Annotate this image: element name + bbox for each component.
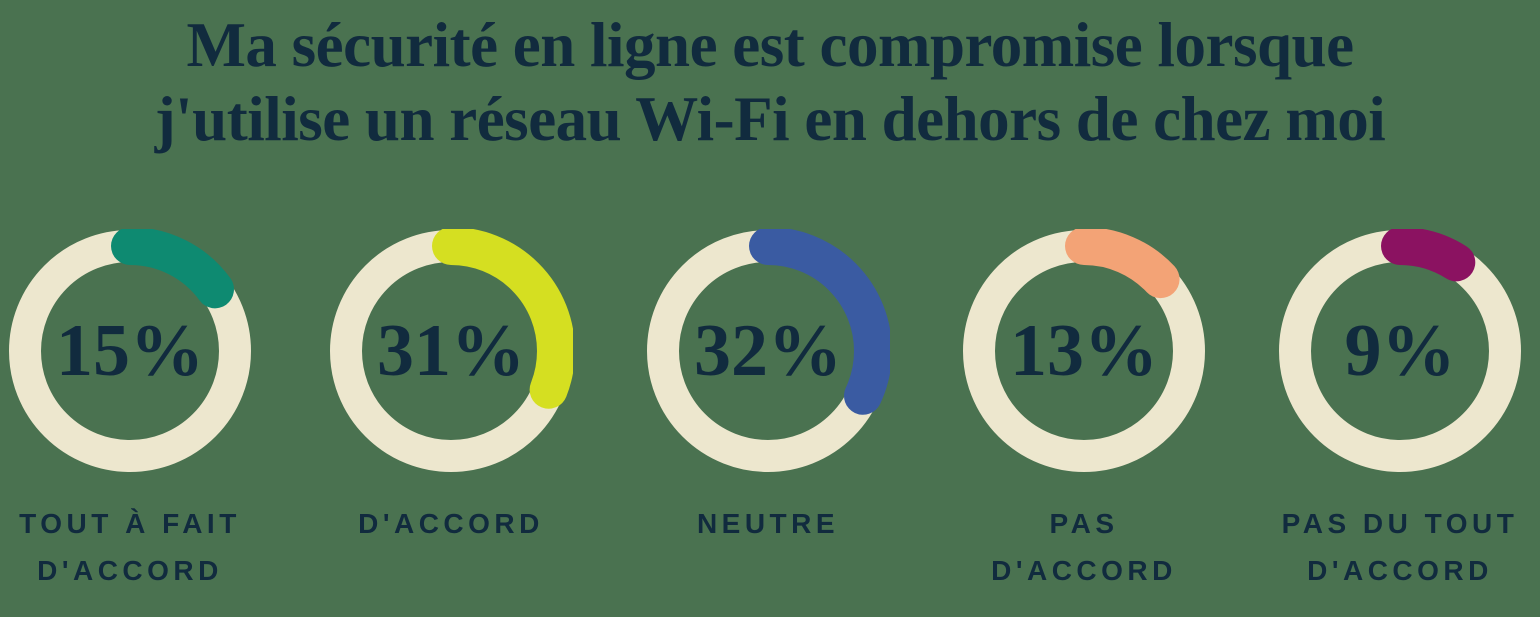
donut-gauge-icon [329,229,573,473]
chart-title: Ma sécurité en ligne est compromise lors… [0,8,1540,156]
donut-arc [1278,229,1522,473]
chart-title-line-2: j'utilise un réseau Wi-Fi en dehors de c… [154,84,1386,154]
gauge-label: NEUTRE [618,500,918,547]
donut-chart: 31% [329,229,573,473]
gauge-label-line-1: PAS [1049,508,1119,539]
gauge-value: 31% [377,309,525,392]
gauge-value: 15% [56,309,204,392]
gauge-label-line-1: TOUT À FAIT [19,508,241,539]
gauge-label-line-2: D'ACCORD [37,555,223,586]
gauge-label: D'ACCORD [301,500,601,547]
donut-gauge-icon [962,229,1206,473]
donut-chart: 32% [646,229,890,473]
donut-gauge-icon [8,229,252,473]
gauge-label: PAS DU TOUT D'ACCORD [1250,500,1540,594]
gauge-label: PAS D'ACCORD [934,500,1234,594]
donut-arc [329,229,573,473]
gauge-label-line-1: D'ACCORD [358,508,544,539]
gauge-value: 32% [694,309,842,392]
gauge-neutre: 32% NEUTRE [618,229,918,547]
gauge-label-line-2: D'ACCORD [991,555,1177,586]
donut-chart: 13% [962,229,1206,473]
donut-arc [646,229,890,473]
donut-gauge-icon [646,229,890,473]
gauge-value: 13% [1010,309,1158,392]
donut-arc [8,229,252,473]
gauge-d-accord: 31% D'ACCORD [301,229,601,547]
donut-arc [962,229,1206,473]
gauge-tout-a-fait-d-accord: 15% TOUT À FAIT D'ACCORD [0,229,280,594]
gauge-pas-d-accord: 13% PAS D'ACCORD [934,229,1234,594]
donut-gauge-icon [1278,229,1522,473]
chart-title-line-1: Ma sécurité en ligne est compromise lors… [186,10,1354,80]
gauge-value: 9% [1344,309,1456,392]
gauge-label-line-1: PAS DU TOUT [1281,508,1519,539]
gauge-label: TOUT À FAIT D'ACCORD [0,500,280,594]
donut-chart: 9% [1278,229,1522,473]
gauge-label-line-1: NEUTRE [696,508,840,539]
gauge-pas-du-tout-d-accord: 9% PAS DU TOUT D'ACCORD [1250,229,1540,594]
gauge-label-line-2: D'ACCORD [1307,555,1493,586]
donut-chart: 15% [8,229,252,473]
